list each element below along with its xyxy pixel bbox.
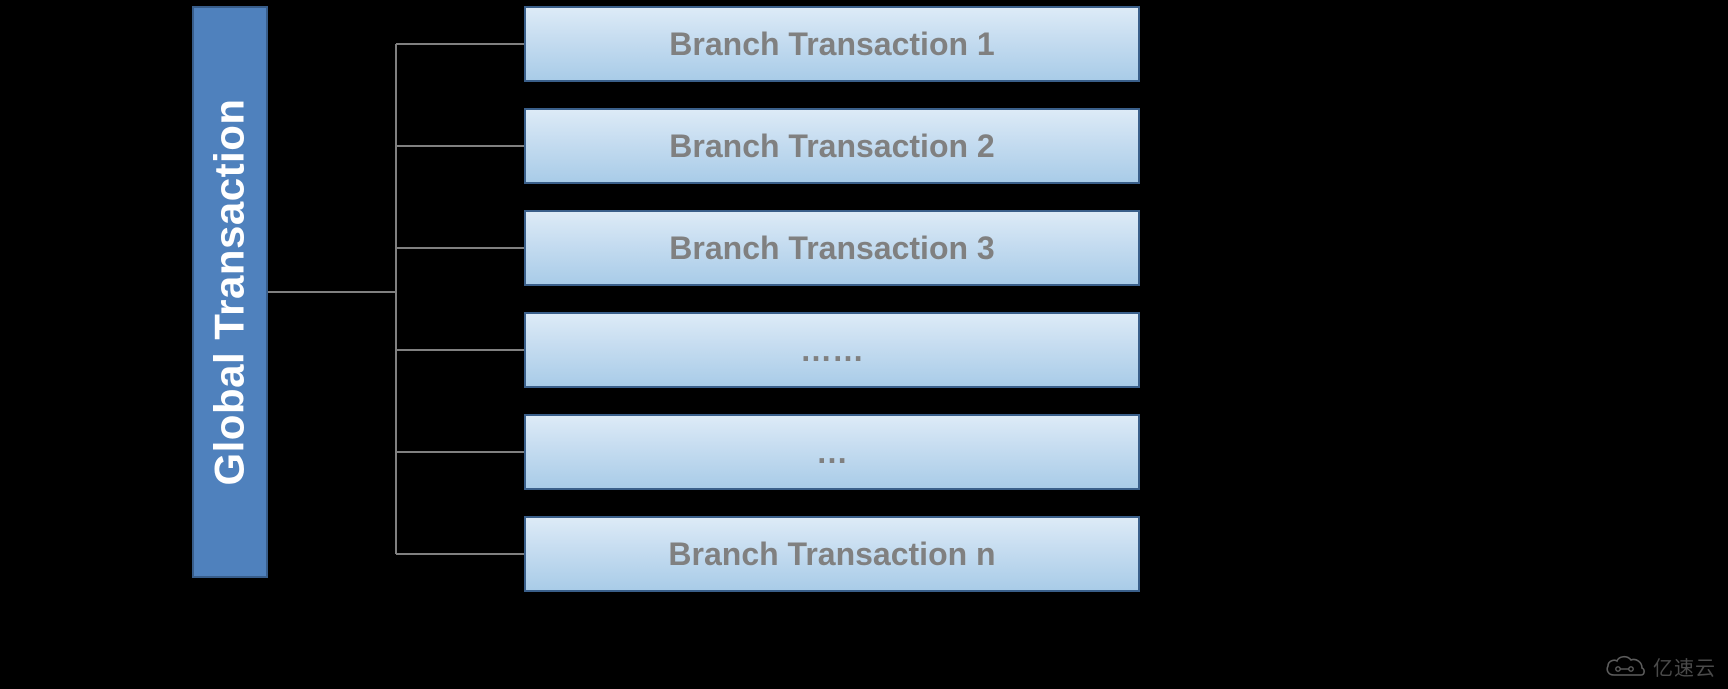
global-transaction-label: Global Transaction (206, 98, 254, 485)
branch-label: Branch Transaction 1 (669, 26, 994, 63)
transaction-diagram: Global Transaction Branch Transaction 1 … (0, 0, 1728, 689)
watermark-text: 亿速云 (1653, 652, 1716, 681)
branch-node: Branch Transaction 2 (524, 108, 1140, 184)
branch-label: … (816, 434, 848, 471)
cloud-icon (1603, 653, 1647, 681)
branch-node: …… (524, 312, 1140, 388)
watermark: 亿速云 (1603, 652, 1716, 681)
branch-label: …… (800, 332, 864, 369)
branch-label: Branch Transaction 2 (669, 128, 994, 165)
branch-label: Branch Transaction n (668, 536, 995, 573)
branch-node: … (524, 414, 1140, 490)
branch-node: Branch Transaction 3 (524, 210, 1140, 286)
branch-label: Branch Transaction 3 (669, 230, 994, 267)
global-transaction-node: Global Transaction (192, 6, 268, 578)
branch-node: Branch Transaction n (524, 516, 1140, 592)
branch-node: Branch Transaction 1 (524, 6, 1140, 82)
